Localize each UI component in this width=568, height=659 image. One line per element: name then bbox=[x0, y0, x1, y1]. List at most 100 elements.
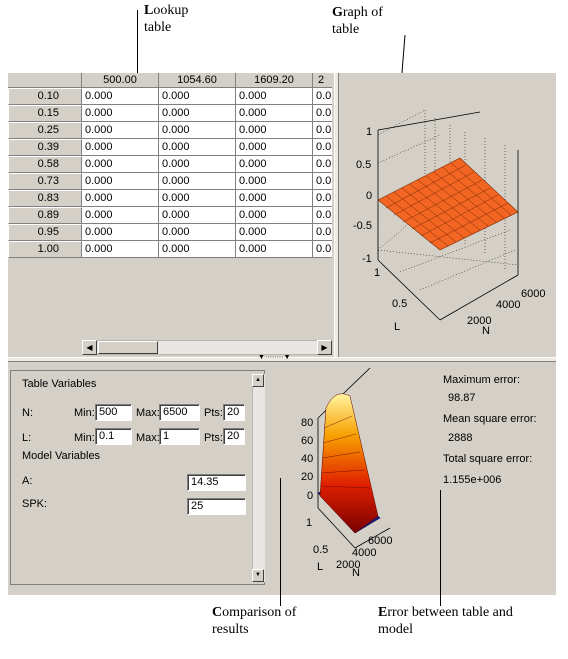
table-cell[interactable]: 0.000 bbox=[159, 156, 236, 173]
table-cell[interactable]: 0.000 bbox=[159, 139, 236, 156]
table-surface-graph[interactable]: 1 0.5 0 -0.5 -1 1 0.5 L 6000 4000 2000 N bbox=[340, 110, 555, 335]
column-header[interactable]: 1054.60 bbox=[159, 73, 236, 88]
table-cell[interactable]: 0.000 bbox=[82, 241, 159, 258]
table-cell[interactable]: 0.000 bbox=[159, 224, 236, 241]
row-header[interactable]: 0.73 bbox=[8, 173, 82, 190]
n-min-label: Min: bbox=[74, 407, 95, 419]
l-max-input[interactable]: 1 bbox=[159, 428, 200, 445]
scroll-up-arrow-icon[interactable]: ▲ bbox=[252, 374, 264, 387]
l-max-label: Max: bbox=[136, 432, 160, 444]
table-cell[interactable]: 0.000 bbox=[236, 122, 313, 139]
l-pts-label: Pts: bbox=[204, 432, 223, 444]
a-input[interactable]: 14.35 bbox=[187, 474, 246, 491]
table-cell[interactable]: 0.0( bbox=[313, 105, 332, 122]
table-horizontal-scrollbar[interactable]: ◀ ▶ bbox=[82, 340, 332, 355]
row-header[interactable]: 0.83 bbox=[8, 190, 82, 207]
table-cell[interactable]: 0.000 bbox=[159, 88, 236, 105]
table-cell[interactable]: 0.0( bbox=[313, 190, 332, 207]
table-cell[interactable]: 0.0( bbox=[313, 224, 332, 241]
column-header[interactable]: 2 bbox=[313, 73, 332, 88]
row-header[interactable]: 0.95 bbox=[8, 224, 82, 241]
annotation-text: model bbox=[378, 622, 413, 637]
z-tick: 0 bbox=[366, 190, 372, 202]
table-cell[interactable]: 0.000 bbox=[236, 241, 313, 258]
z-tick: 60 bbox=[301, 435, 313, 447]
row-header[interactable]: 0.58 bbox=[8, 156, 82, 173]
table-cell[interactable]: 0.000 bbox=[236, 156, 313, 173]
error-leader-line bbox=[440, 490, 441, 606]
table-cell[interactable]: 0.0( bbox=[313, 122, 332, 139]
table-cell[interactable]: 0.0( bbox=[313, 139, 332, 156]
row-header[interactable]: 0.15 bbox=[8, 105, 82, 122]
table-cell[interactable]: 0.000 bbox=[159, 241, 236, 258]
table-cell[interactable]: 0.0( bbox=[313, 241, 332, 258]
table-cell[interactable]: 0.000 bbox=[236, 224, 313, 241]
annotation-text: table bbox=[332, 22, 360, 37]
table-cell[interactable]: 0.000 bbox=[159, 207, 236, 224]
n-pts-input[interactable]: 20 bbox=[223, 404, 245, 421]
column-header[interactable]: 1609.20 bbox=[236, 73, 313, 88]
table-cell[interactable]: 0.000 bbox=[82, 156, 159, 173]
table-cell[interactable]: 0.000 bbox=[82, 88, 159, 105]
annotation-text: ookup bbox=[153, 3, 189, 18]
column-header[interactable]: 500.00 bbox=[82, 73, 159, 88]
splitter-grip[interactable]: ▼········▼ bbox=[258, 354, 291, 361]
table-cell[interactable]: 0.000 bbox=[236, 207, 313, 224]
annotation-initial: G bbox=[332, 5, 343, 20]
n-tick: 2000 bbox=[336, 559, 360, 571]
l-min-input[interactable]: 0.1 bbox=[95, 428, 132, 445]
n-max-input[interactable]: 6500 bbox=[159, 404, 200, 421]
scrollbar-thumb[interactable] bbox=[98, 341, 158, 354]
n-tick: 2000 bbox=[467, 315, 491, 327]
l-axis-label: L bbox=[394, 321, 400, 333]
row-header[interactable]: 0.25 bbox=[8, 122, 82, 139]
annotation-initial: C bbox=[212, 605, 223, 620]
table-cell[interactable]: 0.000 bbox=[236, 105, 313, 122]
horizontal-splitter[interactable] bbox=[8, 357, 556, 362]
n-min-input[interactable]: 500 bbox=[95, 404, 132, 421]
scroll-left-arrow-icon[interactable]: ◀ bbox=[82, 340, 97, 355]
error-annotation: Error between table and model bbox=[378, 604, 513, 638]
vertical-splitter[interactable] bbox=[334, 73, 339, 359]
l-pts-input[interactable]: 20 bbox=[223, 428, 245, 445]
spk-input[interactable]: 25 bbox=[187, 498, 246, 515]
table-cell[interactable]: 0.000 bbox=[159, 173, 236, 190]
max-error-value: 98.87 bbox=[448, 392, 476, 404]
table-cell[interactable]: 0.0( bbox=[313, 173, 332, 190]
comparison-surface-graph[interactable]: 80 60 40 20 0 1 0.5 L 6000 4000 2000 N bbox=[280, 368, 400, 580]
table-cell[interactable]: 0.000 bbox=[82, 139, 159, 156]
table-cell[interactable]: 0.0( bbox=[313, 88, 332, 105]
table-cell[interactable]: 0.0( bbox=[313, 156, 332, 173]
table-cell[interactable]: 0.0( bbox=[313, 207, 332, 224]
variables-vertical-scrollbar[interactable]: ▲ ▼ bbox=[252, 374, 265, 582]
table-cell[interactable]: 0.000 bbox=[159, 105, 236, 122]
table-cell[interactable]: 0.000 bbox=[236, 173, 313, 190]
row-header[interactable]: 0.39 bbox=[8, 139, 82, 156]
spk-label: SPK: bbox=[22, 498, 48, 510]
table-cell[interactable]: 0.000 bbox=[236, 88, 313, 105]
scroll-right-arrow-icon[interactable]: ▶ bbox=[317, 340, 332, 355]
n-axis-label: N bbox=[352, 567, 360, 579]
table-cell[interactable]: 0.000 bbox=[236, 190, 313, 207]
table-cell[interactable]: 0.000 bbox=[82, 190, 159, 207]
row-header[interactable]: 0.10 bbox=[8, 88, 82, 105]
n-tick: 4000 bbox=[352, 547, 376, 559]
row-header[interactable]: 0.89 bbox=[8, 207, 82, 224]
row-header[interactable]: 1.00 bbox=[8, 241, 82, 258]
z-tick: 1 bbox=[366, 126, 372, 138]
table-cell[interactable]: 0.000 bbox=[159, 190, 236, 207]
a-label: A: bbox=[22, 475, 33, 487]
lookup-table[interactable]: 500.00 1054.60 1609.20 2 0.10 0.000 0.000 0… bbox=[8, 73, 332, 258]
mean-error-value: 2888 bbox=[448, 432, 473, 444]
scroll-down-arrow-icon[interactable]: ▼ bbox=[252, 569, 264, 582]
table-cell[interactable]: 0.000 bbox=[82, 224, 159, 241]
table-cell[interactable]: 0.000 bbox=[82, 122, 159, 139]
lookup-table-annotation: Lookup table bbox=[144, 2, 188, 36]
table-cell[interactable]: 0.000 bbox=[82, 207, 159, 224]
table-cell[interactable]: 0.000 bbox=[236, 139, 313, 156]
table-cell[interactable]: 0.000 bbox=[159, 122, 236, 139]
n-axis-label: N bbox=[482, 325, 490, 335]
z-tick: 0.5 bbox=[356, 159, 371, 171]
table-cell[interactable]: 0.000 bbox=[82, 173, 159, 190]
table-cell[interactable]: 0.000 bbox=[82, 105, 159, 122]
